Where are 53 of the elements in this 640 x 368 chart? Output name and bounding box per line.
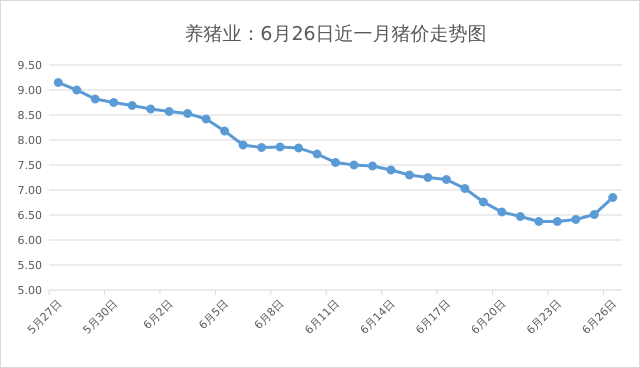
x-tick-label: 6月23日	[524, 297, 564, 337]
x-tick-label: 5月27日	[25, 297, 65, 337]
point	[590, 210, 599, 219]
point	[202, 114, 211, 124]
y-tick-label: 8.00	[18, 134, 42, 147]
x-tick-label: 6月14日	[358, 297, 398, 337]
point	[552, 217, 562, 226]
y-tick-label: 8.50	[18, 109, 42, 122]
point	[128, 101, 137, 110]
point	[497, 208, 506, 216]
point	[571, 215, 580, 224]
point	[109, 98, 118, 107]
point	[276, 142, 285, 152]
point	[72, 86, 82, 94]
y-tick-label: 6.50	[18, 209, 42, 222]
y-tick-label: 5.00	[18, 284, 42, 297]
point	[312, 150, 322, 158]
point	[220, 126, 230, 136]
x-tick-label: 6月26日	[580, 297, 620, 337]
x-tick-label: 6月17日	[413, 297, 453, 337]
point	[423, 173, 432, 182]
chart-title: 养猪业：6月26日近一月猪价走势图	[184, 23, 487, 45]
y-tick-label: 9.50	[18, 59, 42, 72]
x-tick-label: 6月11日	[302, 297, 342, 337]
y-tick-label: 5.50	[18, 259, 42, 272]
x-tick-label: 5月30日	[80, 297, 120, 337]
y-tick-label: 9.00	[18, 84, 42, 97]
y-tick-label: 7.50	[18, 159, 42, 172]
point	[442, 175, 451, 184]
point	[164, 107, 174, 116]
x-tick-label: 6月20日	[468, 297, 508, 337]
point	[608, 193, 618, 202]
point	[534, 217, 544, 226]
point	[146, 104, 156, 114]
x-tick-label: 6月8日	[252, 297, 286, 332]
point	[331, 158, 340, 167]
point	[368, 162, 377, 170]
point	[90, 94, 100, 104]
point	[257, 143, 266, 152]
y-tick-label: 6.00	[18, 234, 42, 247]
point	[54, 78, 63, 87]
point	[349, 160, 358, 170]
point	[516, 212, 525, 221]
x-tick-label: 6月5日	[196, 297, 231, 332]
point	[183, 109, 192, 118]
point	[478, 198, 488, 206]
point	[460, 184, 470, 193]
point	[404, 170, 414, 180]
point	[238, 140, 248, 150]
point	[294, 144, 304, 152]
y-tick-label: 7.00	[18, 184, 42, 197]
point	[386, 166, 396, 174]
x-tick-label: 6月2日	[140, 297, 176, 332]
